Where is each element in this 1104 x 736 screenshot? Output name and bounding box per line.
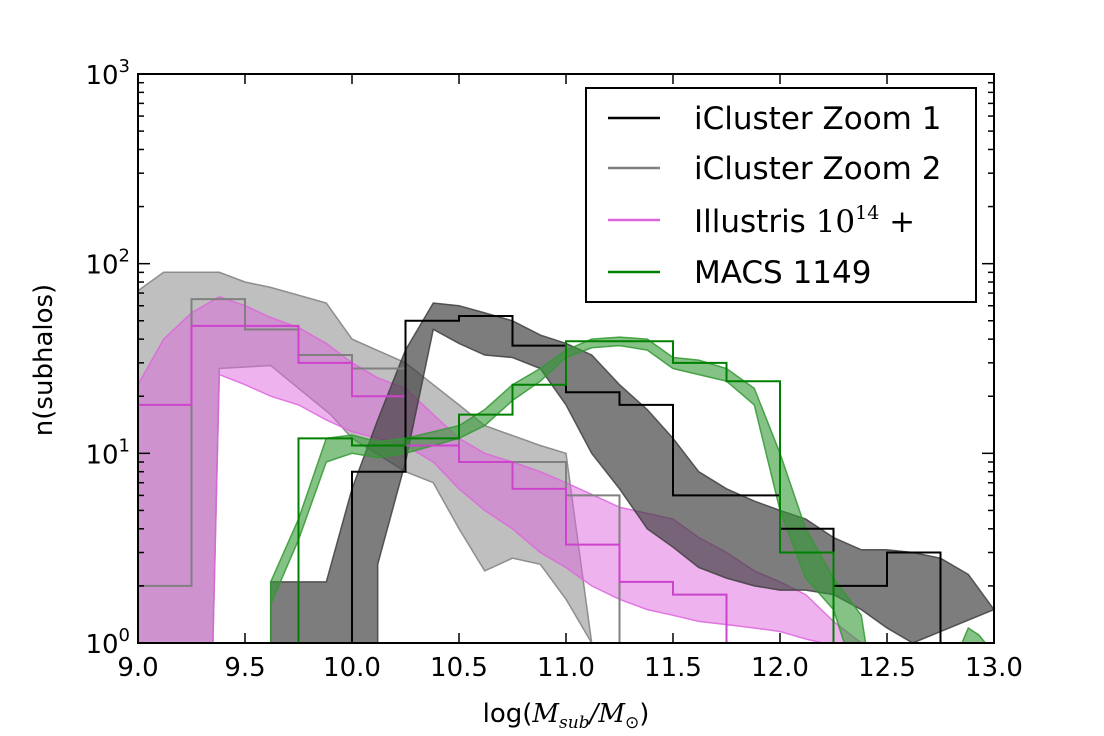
x-axis-label: log(Msub/M⊙) (483, 699, 650, 733)
x-tick-label: 13.0 (965, 653, 1023, 683)
x-tick-labels: 9.0 9.5 10.0 10.5 11.0 11.5 12.0 12.5 13.0 (117, 653, 1023, 683)
legend-label-icluster-zoom-1: iCluster Zoom 1 (694, 101, 941, 137)
y-tick-label: 101 (85, 435, 130, 470)
x-tick-label: 10.0 (323, 653, 381, 683)
y-tick-label: 102 (85, 246, 130, 281)
step-icluster-zoom-1 (351, 314, 942, 643)
legend-label-icluster-zoom-2: iCluster Zoom 2 (694, 151, 941, 187)
x-tick-label: 9.0 (117, 653, 158, 683)
step-illustris-10-14 (138, 324, 728, 643)
y-tick-labels: 100 101 102 103 (85, 56, 130, 660)
confidence-bands (138, 271, 994, 643)
macs-1149-band-edge (961, 626, 987, 643)
step-macs-1149 (297, 340, 835, 643)
x-tick-label: 11.5 (644, 653, 702, 683)
x-tick-label: 9.5 (224, 653, 265, 683)
x-tick-label: 11.0 (537, 653, 595, 683)
x-tick-label: 10.5 (430, 653, 488, 683)
legend-label-illustris: Illustris 1014 + (694, 202, 915, 240)
y-axis-label: n(subhalos) (29, 284, 59, 436)
illustris-10-14-band (138, 295, 863, 643)
x-tick-label: 12.0 (751, 653, 809, 683)
x-tick-label: 12.5 (858, 653, 916, 683)
y-tick-label: 100 (85, 625, 130, 660)
histogram-series (138, 298, 942, 643)
plot-frame (137, 73, 995, 644)
legend-box (585, 87, 977, 303)
legend-label-macs-1149: MACS 1149 (694, 255, 871, 291)
step-icluster-zoom-2 (138, 298, 621, 643)
legend: iCluster Zoom 1 iCluster Zoom 2 Illustri… (585, 87, 977, 303)
y-tick-label: 103 (85, 56, 130, 91)
